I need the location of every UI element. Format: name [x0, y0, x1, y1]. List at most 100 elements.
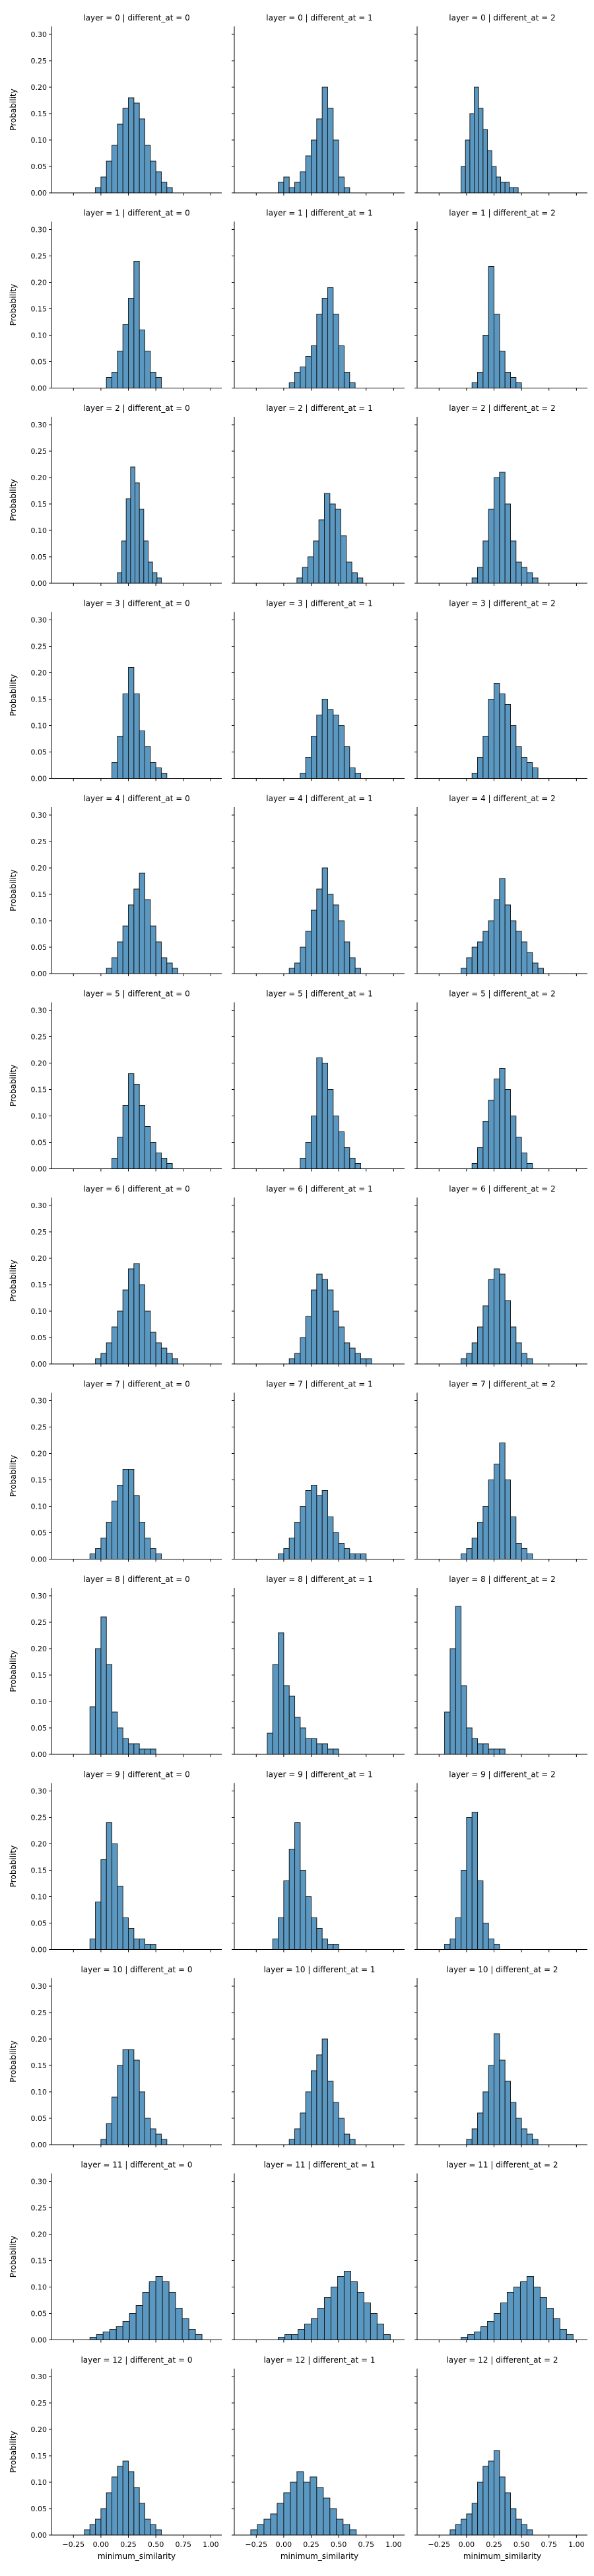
- histogram-bar: [298, 2329, 306, 2340]
- histogram-bar: [521, 2524, 527, 2536]
- histogram-bar: [488, 2065, 495, 2145]
- histogram-bar: [139, 2503, 145, 2536]
- histogram-bar: [532, 2139, 539, 2145]
- histogram-bar: [128, 298, 135, 388]
- histogram-bar: [147, 561, 153, 584]
- histogram-bar: [327, 1748, 334, 1755]
- x-tick-label: 1.00: [203, 2540, 219, 2549]
- x-tick-label: 0.25: [120, 2540, 137, 2549]
- y-tick-label: 0.00: [31, 384, 48, 393]
- y-tick-label: 0.20: [31, 669, 48, 678]
- y-tick-label: 0.25: [31, 57, 48, 65]
- histogram-bar: [482, 1923, 489, 1950]
- histogram-bar: [461, 1554, 467, 1559]
- histogram-bar: [482, 1743, 489, 1755]
- histogram-bar: [449, 1648, 456, 1755]
- histogram-bar: [510, 1326, 517, 1365]
- histogram-bar: [278, 1917, 284, 1950]
- y-tick-label: 0.10: [31, 2478, 48, 2487]
- histogram-bar: [461, 968, 467, 974]
- y-tick-label: 0.15: [31, 2061, 48, 2070]
- facet-title: layer = 1 | different_at = 2: [449, 209, 555, 218]
- histogram-bar: [128, 1073, 135, 1169]
- histogram-bar: [300, 2112, 306, 2145]
- histogram-bar: [526, 2133, 533, 2145]
- histogram-bar: [311, 910, 317, 974]
- facet-title: layer = 7 | different_at = 1: [266, 1380, 372, 1389]
- histogram-bar: [133, 1495, 140, 1559]
- facet-title: layer = 2 | different_at = 1: [266, 404, 372, 413]
- histogram-bar: [526, 952, 533, 974]
- histogram-bar: [466, 2139, 473, 2145]
- histogram-bar: [278, 2337, 286, 2340]
- histogram-bar: [354, 1353, 361, 1365]
- histogram-bar: [482, 335, 489, 388]
- histogram-bar: [122, 1738, 129, 1755]
- histogram-bar: [488, 2460, 495, 2536]
- y-tick-label: 0.30: [31, 616, 48, 625]
- x-tick-label: 0.00: [93, 2540, 110, 2549]
- histogram-bar: [150, 762, 156, 779]
- histogram-bar: [150, 1944, 156, 1950]
- x-tick-label: 0.50: [331, 2540, 347, 2549]
- histogram-bar: [294, 1522, 301, 1559]
- histogram-bar: [95, 1648, 102, 1755]
- histogram-bar: [487, 2321, 495, 2340]
- histogram-bar: [144, 1126, 151, 1169]
- x-axis-label: minimum_similarity: [463, 2552, 541, 2561]
- histogram-bar: [477, 1147, 484, 1169]
- histogram-bar: [510, 1517, 517, 1559]
- histogram-bar: [316, 314, 323, 388]
- histogram-bar: [150, 2524, 156, 2536]
- histogram-bar: [477, 757, 484, 779]
- histogram-bar: [327, 1089, 334, 1169]
- histogram-bar: [337, 2276, 345, 2340]
- y-tick-label: 0.25: [31, 1618, 48, 1627]
- histogram-bar: [532, 768, 539, 779]
- y-tick-label: 0.30: [31, 1787, 48, 1796]
- histogram-bar: [294, 182, 301, 194]
- histogram-bar: [291, 2334, 299, 2340]
- histogram-bar: [144, 1944, 151, 1950]
- histogram-bar: [494, 1748, 500, 1755]
- y-tick-label: 0.00: [31, 1360, 48, 1369]
- histogram-bar: [102, 2332, 110, 2340]
- facet-title: layer = 5 | different_at = 1: [266, 989, 372, 999]
- histogram-bar: [338, 920, 345, 974]
- histogram-bar: [160, 182, 168, 194]
- histogram-bar: [343, 1342, 350, 1365]
- facet-title: layer = 8 | different_at = 1: [266, 1575, 372, 1584]
- facet-title: layer = 5 | different_at = 2: [449, 989, 555, 999]
- y-tick-label: 0.30: [31, 1397, 48, 1406]
- histogram-bar: [333, 1116, 339, 1169]
- y-axis-label: Probability: [9, 1065, 18, 1106]
- histogram-bar: [338, 2118, 345, 2145]
- histogram-bar: [515, 1137, 522, 1169]
- histogram-bar: [471, 1342, 478, 1365]
- histogram-bar: [106, 1822, 113, 1950]
- histogram-bar: [89, 1554, 96, 1559]
- y-tick-label: 0.20: [31, 279, 48, 287]
- y-tick-label: 0.00: [31, 2336, 48, 2345]
- histogram-bar: [566, 2334, 574, 2340]
- histogram-bar: [139, 731, 145, 779]
- histogram-bar: [288, 2139, 296, 2145]
- histogram-bar: [526, 762, 533, 779]
- y-tick-label: 0.10: [31, 136, 48, 145]
- y-tick-label: 0.25: [31, 2399, 48, 2408]
- histogram-bar: [288, 187, 296, 194]
- histogram-bar: [294, 372, 301, 388]
- histogram-bar: [327, 1944, 334, 1950]
- histogram-bar: [356, 577, 364, 584]
- histogram-bar: [188, 2329, 196, 2340]
- histogram-bar: [310, 2476, 317, 2536]
- histogram-bar: [308, 556, 314, 584]
- histogram-bar: [128, 1469, 135, 1559]
- histogram-bar: [160, 773, 168, 779]
- histogram-bar: [305, 155, 312, 194]
- histogram-bar: [482, 1305, 489, 1365]
- histogram-bar: [494, 477, 500, 584]
- y-tick-label: 0.15: [31, 696, 48, 704]
- histogram-bar: [338, 725, 345, 779]
- y-tick-label: 0.25: [31, 252, 48, 261]
